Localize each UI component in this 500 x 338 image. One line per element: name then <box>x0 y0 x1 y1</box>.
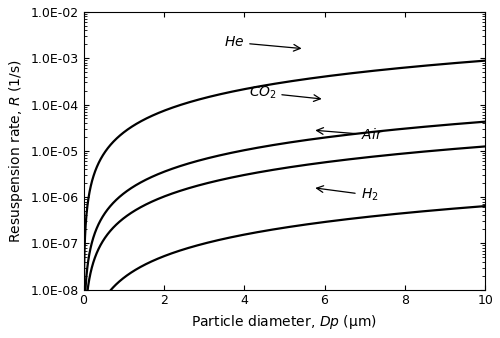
Text: $CO_2$: $CO_2$ <box>248 84 320 101</box>
Text: $H_2$: $H_2$ <box>316 186 378 203</box>
Text: $He$: $He$ <box>224 35 300 51</box>
Y-axis label: Resuspension rate, $R$ (1/s): Resuspension rate, $R$ (1/s) <box>7 59 25 243</box>
Text: $Air$: $Air$ <box>316 127 383 142</box>
X-axis label: Particle diameter, $Dp$ (μm): Particle diameter, $Dp$ (μm) <box>192 313 378 331</box>
